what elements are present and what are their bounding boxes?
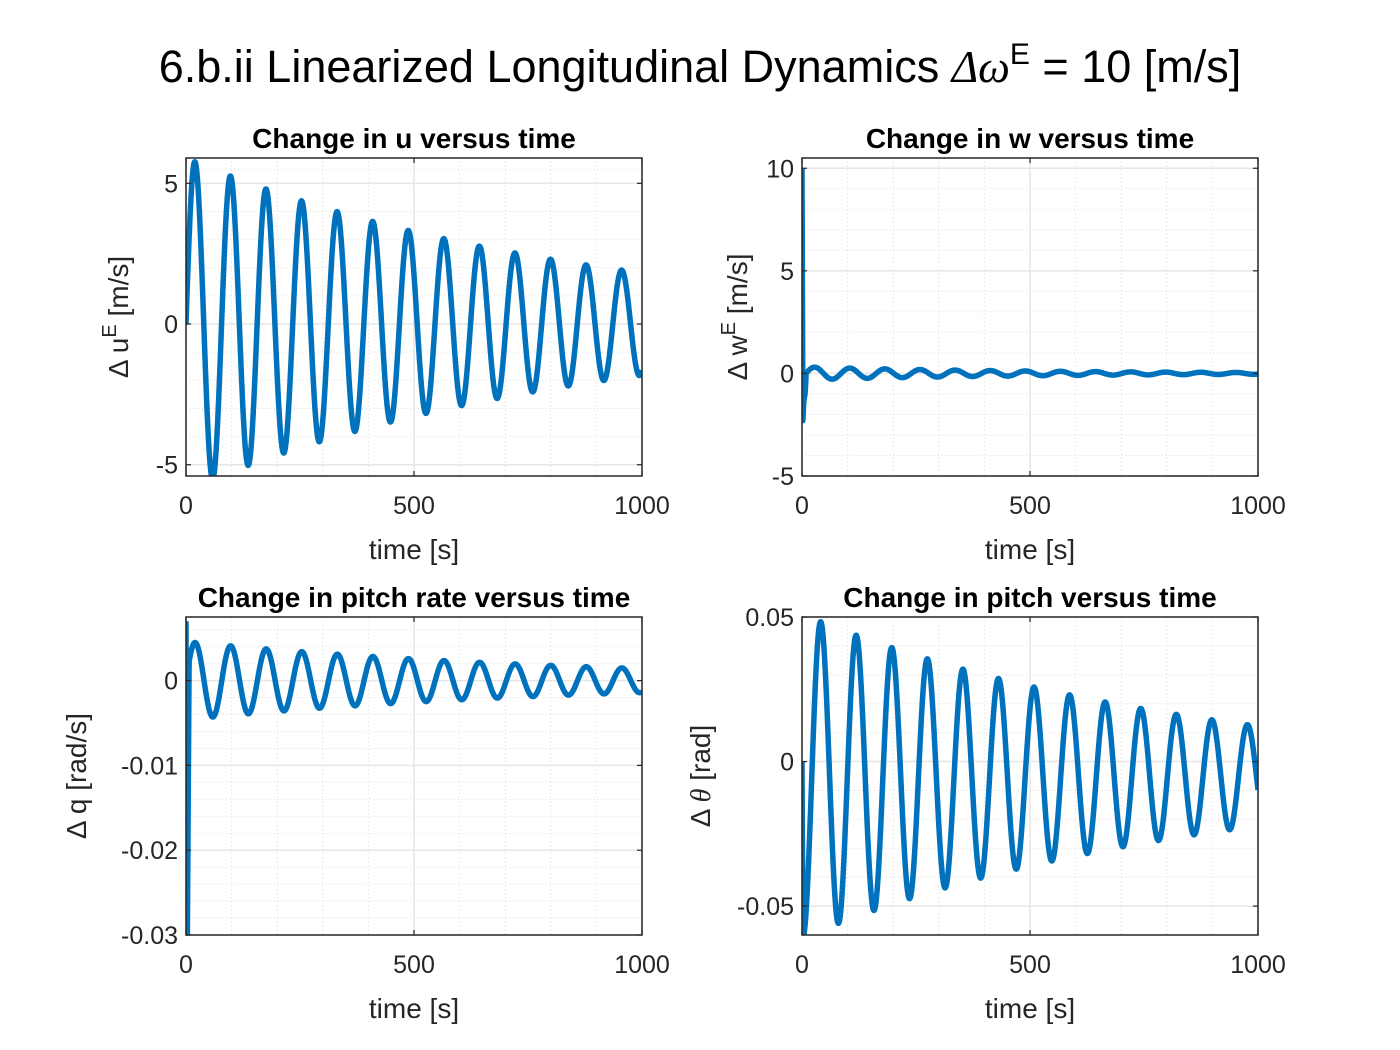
y-tick-label: 0	[780, 360, 794, 388]
figure-title: 6.b.ii Linearized Longitudinal Dynamics …	[159, 38, 1242, 92]
x-axis-label: time [s]	[985, 993, 1075, 1024]
subplot-4: 0 500 1000 -0.05 0 0.05 Change in pitch versus…	[685, 582, 1286, 1024]
x-tick-label: 500	[1009, 951, 1051, 979]
x-tick-label: 0	[795, 492, 809, 520]
x-tick-label: 0	[179, 951, 193, 979]
y-tick-label: 0	[164, 668, 178, 696]
x-tick-label: 0	[795, 951, 809, 979]
y-tick-label: -0.03	[121, 922, 178, 950]
x-tick-label: 1000	[1230, 492, 1286, 520]
y-tick-label: 10	[766, 155, 794, 183]
data-line	[186, 621, 642, 935]
y-tick-label: 0.05	[745, 604, 794, 632]
x-tick-label: 0	[179, 492, 193, 520]
y-tick-label: -5	[156, 452, 178, 480]
x-tick-label: 1000	[614, 492, 670, 520]
y-tick-label: -0.05	[737, 893, 794, 921]
y-tick-label: 5	[780, 258, 794, 286]
data-line	[186, 159, 642, 476]
y-axis-label: Δ θ [rad]	[685, 725, 717, 828]
x-axis-label: time [s]	[369, 534, 459, 565]
y-tick-label: 5	[164, 170, 178, 198]
data-line	[802, 168, 1258, 424]
x-axis-label: time [s]	[985, 534, 1075, 565]
x-tick-label: 500	[1009, 492, 1051, 520]
x-tick-label: 500	[393, 951, 435, 979]
subplot-title: Change in w versus time	[866, 123, 1194, 154]
x-axis-label: time [s]	[369, 993, 459, 1024]
x-tick-label: 1000	[614, 951, 670, 979]
y-tick-label: -5	[772, 463, 794, 491]
y-axis-label: Δ q [rad/s]	[61, 713, 92, 839]
data-line	[802, 618, 1258, 935]
y-axis-label: Δ uE [m/s]	[99, 256, 134, 378]
x-tick-label: 500	[393, 492, 435, 520]
y-tick-label: 0	[164, 311, 178, 339]
subplot-title: Change in pitch versus time	[843, 582, 1216, 613]
y-tick-label: -0.01	[121, 752, 178, 780]
y-tick-label: 0	[780, 749, 794, 777]
x-tick-label: 1000	[1230, 951, 1286, 979]
y-axis-label: Δ wE [m/s]	[718, 254, 753, 381]
subplot-3: 0 500 1000 -0.03 -0.02 -0.01 0 Change in pitch …	[61, 582, 670, 1024]
y-tick-label: -0.02	[121, 837, 178, 865]
subplot-title: Change in u versus time	[252, 123, 576, 154]
subplot-title: Change in pitch rate versus time	[198, 582, 631, 613]
